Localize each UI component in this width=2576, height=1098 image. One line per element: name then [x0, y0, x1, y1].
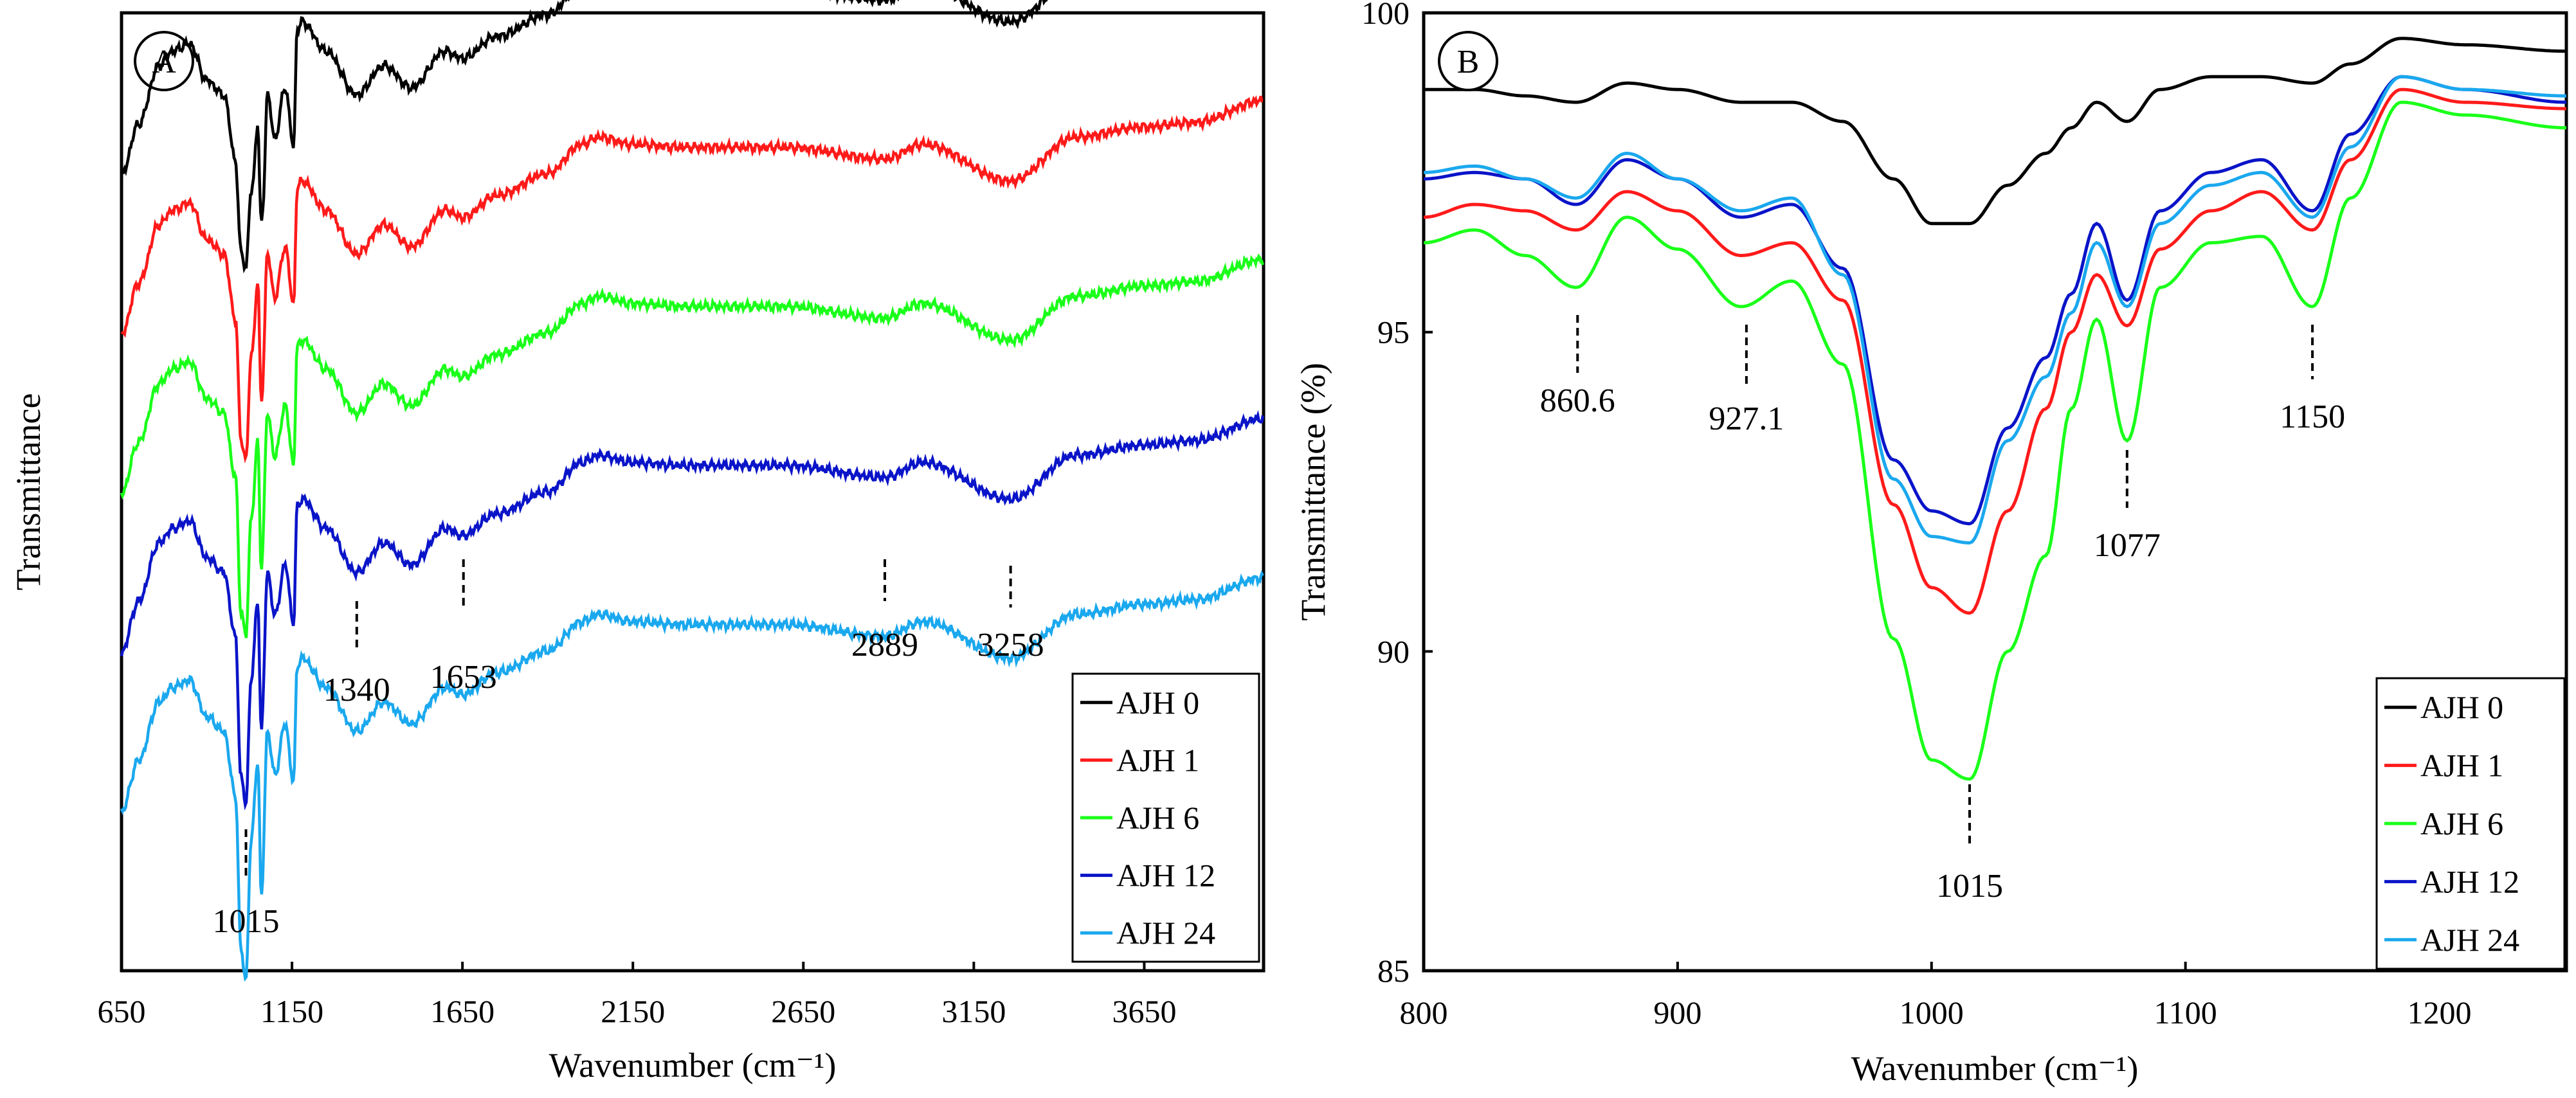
panel-b-legend-label-ajh-1: AJH 1: [2420, 748, 2503, 784]
panel-b-series-group: [1423, 37, 2567, 781]
panel-b-legend: AJH 0 AJH 1 AJH 6 AJH 12 AJH 24: [2375, 677, 2566, 970]
panel-a-x-axis-ticks: 650 1150 1650 2150 2650 3150 3650: [98, 962, 1176, 1029]
panel-b: B 860.6 927.1 1015 1077 1150 800 900 1000 1100 1…: [1294, 0, 2568, 1088]
panel-b-x-tick-label: 1000: [1900, 995, 1964, 1030]
panel-a-series-ajh-12: [120, 410, 1265, 811]
panel-b-legend-label-ajh-6: AJH 6: [2420, 806, 2503, 842]
panel-b-y-tick-label: 100: [1361, 0, 1410, 31]
panel-b-x-tick-label: 800: [1400, 995, 1448, 1030]
panel-a-x-axis-label: Wavenumber (cm⁻¹): [549, 1046, 837, 1084]
panel-b-x-axis-ticks: 800 900 1000 1100 1200: [1400, 962, 2472, 1030]
panel-b-annotation-927.1: 927.1: [1709, 401, 1784, 437]
panel-a-y-axis-label: Transmittance: [9, 393, 48, 591]
panel-b-x-tick-label: 1100: [2154, 995, 2217, 1030]
panel-a-x-tick-label: 1150: [260, 993, 323, 1029]
panel-a-legend-label-ajh-1: AJH 1: [1116, 742, 1199, 778]
panel-b-y-axis-ticks: 85 90 95 100: [1361, 0, 1433, 989]
panel-a-x-tick-label: 1650: [430, 993, 494, 1029]
panel-a-series-ajh-1: [120, 95, 1264, 464]
panel-a-legend-label-ajh-24: AJH 24: [1116, 915, 1215, 951]
panel-a-legend-label-ajh-0: AJH 0: [1116, 685, 1199, 721]
panel-a-annotation-1653: 1653: [430, 659, 497, 696]
panel-b-x-tick-label: 1200: [2408, 995, 2472, 1030]
panel-a-legend: AJH 0 AJH 1 AJH 6 AJH 12 AJH 24: [1071, 672, 1260, 963]
panel-b-label-circle: [1438, 31, 1498, 91]
panel-b-y-tick-label: 90: [1377, 633, 1410, 669]
panel-a-series-ajh-24: [120, 570, 1264, 982]
panel-a-annotation-3258: 3258: [977, 627, 1044, 663]
panel-a-annotation-1340: 1340: [323, 672, 390, 708]
panel-b-series-ajh-0: [1424, 37, 2566, 226]
panel-a-x-tick-label: 3650: [1112, 993, 1176, 1029]
panel-a-series-ajh-0: [120, 0, 1048, 274]
panel-b-series-ajh-6: [1423, 100, 2566, 781]
panel-b-legend-label-ajh-0: AJH 0: [2420, 689, 2503, 725]
panel-a-legend-label-ajh-6: AJH 6: [1116, 800, 1199, 836]
panel-a-annotation-2889: 2889: [851, 627, 918, 663]
panel-b-y-tick-label: 85: [1377, 953, 1410, 989]
panel-b-x-tick-label: 900: [1653, 995, 1701, 1030]
panel-b-legend-label-ajh-12: AJH 12: [2420, 863, 2519, 899]
panel-b-annotation-1150: 1150: [2280, 399, 2345, 435]
panel-b-series-ajh-12: [1423, 75, 2567, 526]
panel-b-y-tick-label: 95: [1377, 314, 1410, 350]
panel-b-annotations: 860.6 927.1 1015 1077 1150: [1540, 315, 2345, 905]
panel-b-plot-frame: [1422, 11, 2568, 973]
panel-b-series-ajh-24: [1424, 75, 2566, 545]
panel-a-x-tick-label: 2150: [601, 993, 665, 1029]
panel-a-series-group: [120, 0, 1265, 982]
panel-a-annotations: 1015 1340 1653 2889 3258: [213, 559, 1044, 940]
panel-a-x-tick-label: 3150: [941, 993, 1006, 1029]
panel-a-x-tick-label: 2650: [771, 993, 835, 1029]
panel-a-plot-frame: [120, 11, 1265, 973]
panel-a-annotation-1015: 1015: [213, 903, 280, 940]
panel-b-label: B: [1457, 44, 1480, 80]
panel-b-annotation-1077: 1077: [2094, 527, 2161, 564]
panel-b-annotation-1015: 1015: [1936, 868, 2003, 905]
panel-a-legend-label-ajh-12: AJH 12: [1116, 858, 1215, 894]
panel-b-legend-label-ajh-24: AJH 24: [2420, 922, 2519, 958]
panel-b-annotation-860.6: 860.6: [1540, 382, 1615, 419]
panel-a-x-tick-label: 650: [98, 993, 146, 1029]
panel-b-y-axis-label: Transmittance (%): [1294, 363, 1332, 620]
panel-a-series-ajh-6: [120, 253, 1265, 638]
panel-b-series-ajh-1: [1423, 87, 2566, 615]
panel-b-x-axis-label: Wavenumber (cm⁻¹): [1851, 1049, 2139, 1088]
